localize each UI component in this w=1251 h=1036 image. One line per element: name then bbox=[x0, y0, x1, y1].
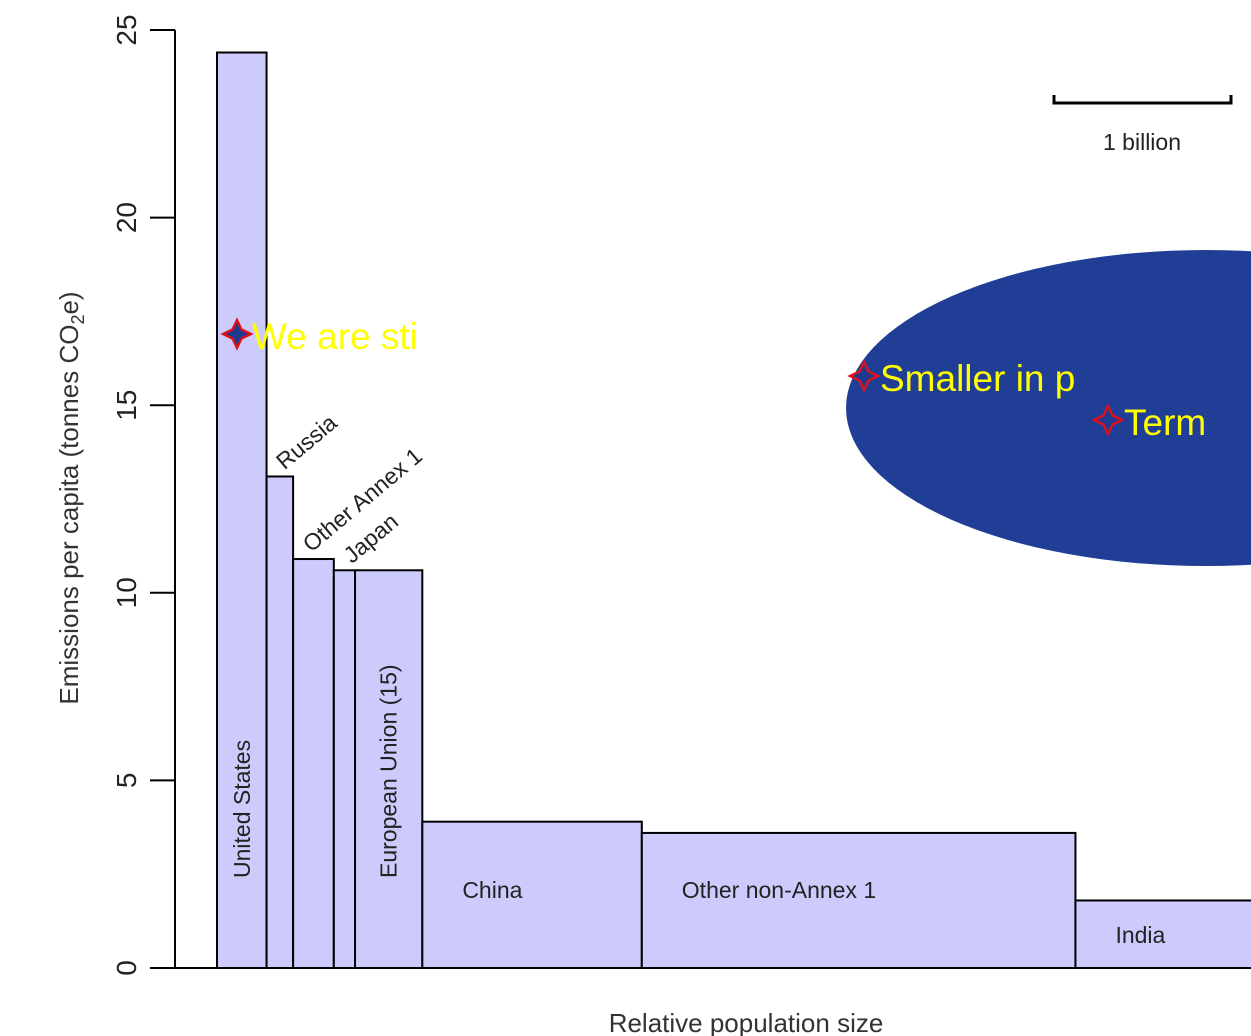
star-bullet-icon bbox=[1091, 403, 1125, 437]
bars bbox=[216, 51, 1251, 970]
y-axis-title-subscript: 2 bbox=[68, 315, 88, 325]
bar-4 bbox=[354, 569, 424, 970]
bar-1 bbox=[265, 475, 295, 969]
bar-label-7: India bbox=[1115, 922, 1165, 948]
callout-text-2: Smaller in p bbox=[880, 358, 1075, 399]
callout-ellipse bbox=[846, 250, 1251, 566]
y-axis: 0 5 10 15 20 25 bbox=[111, 14, 176, 976]
bar-label-4: European Union (15) bbox=[376, 664, 402, 878]
bar-6 bbox=[640, 831, 1077, 969]
bar-3 bbox=[332, 569, 357, 970]
y-tick-label-2: 10 bbox=[111, 577, 142, 608]
bar-5 bbox=[421, 820, 643, 969]
callout-line-2: Smaller in p bbox=[847, 358, 1075, 399]
x-axis-title: Relative population size bbox=[609, 1008, 884, 1036]
y-tick-label-4: 20 bbox=[111, 202, 142, 233]
callout-line-3: Term bbox=[1091, 402, 1206, 443]
y-axis-title: Emissions per capita (tonnes CO2e) bbox=[54, 291, 88, 704]
scale-bar-line bbox=[1052, 95, 1233, 105]
bar-label-6: Other non-Annex 1 bbox=[682, 877, 876, 903]
callout-line-1: We are sti bbox=[220, 316, 418, 357]
y-tick-label-1: 5 bbox=[111, 773, 142, 789]
bar-label-1: Russia bbox=[271, 409, 342, 474]
scale-bar-label: 1 billion bbox=[1103, 129, 1181, 155]
star-bullet-icon bbox=[220, 317, 254, 351]
callout-text-3: Term bbox=[1124, 402, 1206, 443]
y-tick-label-5: 25 bbox=[111, 14, 142, 45]
y-tick-label-3: 15 bbox=[111, 390, 142, 421]
star-bullet-icon bbox=[847, 359, 881, 393]
bar-label-0: United States bbox=[229, 740, 255, 878]
bar-label-5: China bbox=[462, 877, 522, 903]
bar-0 bbox=[216, 51, 268, 969]
callout-text-1: We are sti bbox=[252, 316, 418, 357]
y-axis-title-main: Emissions per capita (tonnes CO bbox=[54, 325, 84, 705]
y-axis-title-tail: e) bbox=[54, 291, 84, 314]
y-tick-label-0: 0 bbox=[111, 960, 142, 976]
bar-2 bbox=[292, 558, 335, 969]
bar-7 bbox=[1074, 899, 1251, 969]
scale-bar: 1 billion bbox=[1052, 95, 1233, 155]
callout-bubble: We are sti Smaller in p Term bbox=[220, 250, 1251, 566]
